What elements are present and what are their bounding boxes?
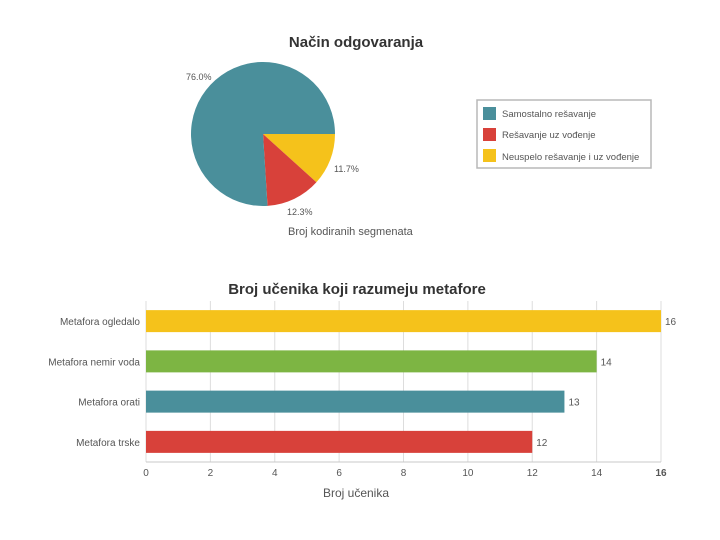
bar-metafora-trske: [146, 430, 533, 453]
value-label-metafora-ogledalo: 16: [665, 317, 677, 328]
legend-label-neuspelo: Neuspelo rešavanje i uz vođenje: [502, 152, 639, 163]
value-label-metafora-nemir-voda: 14: [601, 357, 613, 368]
category-label-metafora-ogledalo: Metafora ogledalo: [60, 317, 140, 328]
x-tick-6: 6: [336, 468, 342, 479]
pie-x-axis-label: Broj kodiranih segmenata: [288, 226, 414, 238]
pie-chart: Način odgovaranja 76.0% 12.3% 11.7% Broj…: [186, 34, 652, 238]
category-label-metafora-orati: Metafora orati: [78, 398, 140, 409]
x-tick-4: 4: [272, 468, 278, 479]
bar-metafora-orati: [146, 390, 565, 413]
category-label-metafora-nemir-voda: Metafora nemir voda: [48, 357, 140, 368]
bar-metafora-nemir-voda: [146, 350, 597, 373]
legend-swatch-neuspelo: [483, 149, 496, 162]
category-label-metafora-trske: Metafora trske: [76, 438, 140, 449]
legend-box: [476, 99, 652, 169]
pie-legend: Samostalno rešavanje Rešavanje uz vođenj…: [476, 99, 652, 169]
bar-metafora-ogledalo: [146, 310, 661, 333]
x-tick-14: 14: [591, 468, 603, 479]
legend-label-samostalno: Samostalno rešavanje: [502, 109, 596, 120]
pie-label-neuspelo: 11.7%: [334, 164, 359, 174]
bar-x-ticks: 0 2 4 6 8 10 12 14 16: [143, 468, 667, 479]
bar-x-axis-label: Broj učenika: [323, 486, 389, 500]
pie-chart-title: Način odgovaranja: [289, 34, 424, 51]
bar-chart-title: Broj učenika koji razumeju metafore: [228, 281, 486, 298]
bar-chart: Broj učenika koji razumeju metafore Meta…: [48, 281, 676, 500]
pie-slice-vodjenje: [263, 134, 317, 206]
pie-slice-samostalno: [190, 62, 335, 207]
value-label-metafora-trske: 12: [536, 438, 548, 449]
x-tick-8: 8: [401, 468, 407, 479]
x-tick-2: 2: [208, 468, 214, 479]
x-tick-0: 0: [143, 468, 149, 479]
bar-category-labels: Metafora ogledalo Metafora nemir voda Meta…: [48, 317, 140, 449]
value-label-metafora-orati: 13: [568, 398, 580, 409]
legend-label-vodjenje: Rešavanje uz vođenje: [502, 130, 595, 141]
x-tick-16: 16: [655, 468, 667, 479]
x-tick-12: 12: [527, 468, 539, 479]
pie-slice-neuspelo: [263, 134, 335, 183]
x-tick-10: 10: [462, 468, 474, 479]
pie-slices: [190, 62, 335, 207]
pie-label-vodjenje: 12.3%: [287, 207, 313, 217]
legend-swatch-samostalno: [483, 107, 496, 120]
pie-label-samostalno: 76.0%: [186, 72, 212, 82]
legend-swatch-vodjenje: [483, 128, 496, 141]
bar-value-labels: 16 14 13 12: [536, 317, 676, 449]
bar-series: [146, 310, 661, 453]
